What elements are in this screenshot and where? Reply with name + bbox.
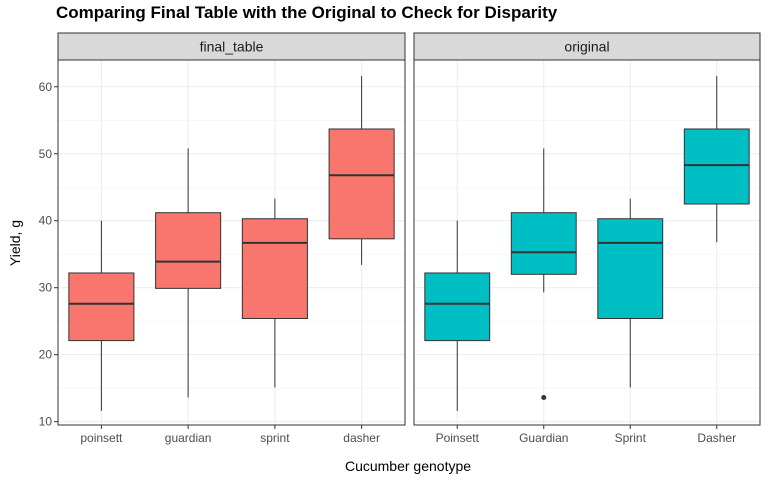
box-body — [424, 272, 491, 342]
box-sprint — [597, 198, 664, 388]
box-guardian — [155, 148, 222, 398]
box-guardian — [510, 148, 577, 401]
y-tick-label: 40 — [39, 214, 53, 228]
panel-final-table: poinsett guardian sprint dasher final_table — [57, 32, 406, 445]
box-poinsett — [424, 220, 491, 411]
box-body — [241, 218, 308, 320]
panel-original: Poinsett Guardian Sprint Dasher original — [413, 32, 761, 445]
panels: poinsett guardian sprint dasher final_table P… — [57, 32, 761, 445]
panel-background — [58, 60, 405, 425]
y-tick-label: 60 — [39, 80, 53, 94]
panel-background — [414, 60, 760, 425]
x-tick-label: guardian — [165, 431, 212, 445]
x-tick-label: Dasher — [697, 431, 736, 445]
box-body — [68, 272, 135, 342]
x-tick-label: Guardian — [519, 431, 568, 445]
facet-strip-label: final_table — [200, 39, 264, 55]
box-body — [328, 128, 395, 240]
x-tick-label: dasher — [343, 431, 380, 445]
y-tick-label: 20 — [39, 348, 53, 362]
x-tick-label: Poinsett — [436, 431, 480, 445]
box-body — [510, 212, 577, 275]
y-axis: 10 20 30 40 50 60 — [39, 80, 58, 429]
box-dasher — [328, 76, 395, 265]
chart-title: Comparing Final Table with the Original … — [56, 3, 558, 22]
y-axis-label: Yield, g — [7, 220, 23, 266]
outlier-point — [541, 395, 547, 401]
x-tick-label: Sprint — [615, 431, 647, 445]
y-tick-label: 10 — [39, 415, 53, 429]
box-dasher — [683, 76, 750, 243]
facet-strip — [413, 32, 761, 61]
box-body — [683, 128, 750, 205]
box-body — [155, 212, 222, 289]
x-tick-label: sprint — [260, 431, 290, 445]
box-sprint — [241, 198, 308, 388]
box-poinsett — [68, 220, 135, 411]
x-axis-label: Cucumber genotype — [345, 458, 471, 474]
facet-strip-label: original — [564, 39, 609, 55]
y-tick-label: 50 — [39, 147, 53, 161]
y-tick-label: 30 — [39, 281, 53, 295]
x-tick-label: poinsett — [80, 431, 123, 445]
box-body — [597, 218, 664, 320]
facet-strip — [57, 32, 406, 61]
